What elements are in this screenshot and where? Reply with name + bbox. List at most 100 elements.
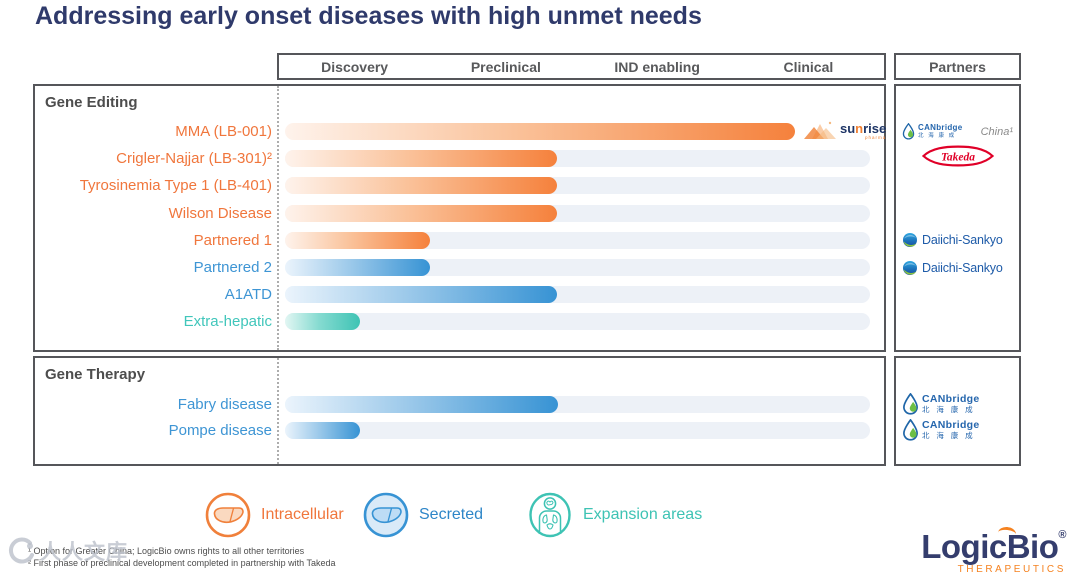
stage-column-label: Preclinical [470, 58, 541, 75]
bar-area [285, 150, 870, 168]
gene-therapy-partner-rows: CANbridge 北 海 康 成 CANbridge 北 海 康 成 [896, 391, 1019, 443]
stage-header: Discovery Preclinical IND enabling Clinical [277, 53, 886, 80]
canbridge-droplet-icon [903, 393, 918, 415]
canbridge-chinese: 北 海 康 成 [922, 404, 976, 414]
progress-bar [285, 177, 557, 195]
liver-icon [363, 492, 409, 538]
canbridge-logo: CANbridge 北 海 康 成 [902, 123, 962, 140]
bar-track [285, 421, 870, 439]
legend-item: Expansion areas [527, 492, 702, 538]
row-label: Wilson Disease [168, 204, 272, 222]
partner-row: CANbridge 北 海 康 成 [896, 417, 1019, 443]
stage-column-label: Clinical [783, 58, 834, 75]
daiichi-sankyo-logo: Daiichi-Sankyo [902, 232, 1003, 248]
legend-label: Secreted [419, 506, 484, 523]
canbridge-chinese: 北 海 康 成 [922, 430, 976, 440]
stage-column-label: Discovery [321, 58, 389, 75]
registered-mark: ® [1058, 529, 1066, 541]
section-title-gene-therapy: Gene Therapy [45, 366, 146, 383]
pipeline-row: Wilson Disease [35, 200, 884, 227]
canbridge-chinese: 北 海 康 成 [918, 132, 956, 139]
bar-area [285, 204, 870, 222]
pipeline-row: Tyrosinemia Type 1 (LB-401) [35, 172, 884, 199]
brand-subtitle: THERAPEUTICS [957, 564, 1066, 575]
sunrise-subtext: pharma [865, 134, 887, 140]
legend-item: Intracellular [205, 492, 344, 538]
legend-item: Secreted [363, 492, 483, 538]
progress-bar [285, 259, 430, 277]
partner-cell: CANbridge 北 海 康 成 China¹ [902, 123, 1013, 140]
partners-panel-gene-editing: CANbridge 北 海 康 成 China¹ Takeda Daiichi-Sank… [894, 84, 1021, 352]
legend: Intracellular Secreted Expansion areas [0, 492, 1080, 542]
canbridge-droplet-icon [903, 419, 918, 441]
brand-name: LogicBio® [921, 526, 1066, 565]
gene-editing-rows: MMA (LB-001) sunrise pharma Crigler-Najjar … [35, 118, 886, 336]
stage-divider-line [277, 358, 279, 464]
pipeline-row: Crigler-Najjar (LB-301)² [35, 145, 884, 172]
section-title-gene-editing: Gene Editing [45, 94, 138, 111]
canbridge-text: CANbridge 北 海 康 成 [922, 420, 980, 440]
partners-header-label: Partners [929, 58, 986, 75]
footnote-2: ² First phase of preclinical development… [28, 558, 336, 568]
daiichi-sankyo-sphere-icon [903, 260, 917, 275]
row-label: MMA (LB-001) [175, 123, 272, 141]
gene-therapy-rows: Fabry disease Pompe disease [35, 391, 884, 443]
progress-bar [285, 286, 557, 304]
human-body-icon [529, 492, 571, 538]
canbridge-droplet-icon [902, 123, 915, 140]
footnotes: ¹ Option for Greater China; LogicBio own… [28, 545, 336, 569]
partners-header: Partners [894, 53, 1021, 80]
sunrise-logo: sunrise pharma [803, 119, 886, 141]
canbridge-text: CANbridge 北 海 康 成 [918, 123, 963, 139]
partner-row [896, 281, 1019, 308]
daiichi-sankyo-name: Daiichi-Sankyo [922, 260, 1003, 275]
footnote-1: ¹ Option for Greater China; LogicBio own… [28, 546, 305, 556]
legend-label: Intracellular [261, 506, 344, 523]
bar-area [285, 286, 870, 304]
row-label: A1ATD [224, 286, 272, 304]
liver-icon [205, 492, 251, 538]
daiichi-sankyo-logo: Daiichi-Sankyo [902, 260, 1003, 276]
bar-area: sunrise pharma [285, 122, 886, 141]
gene-editing-panel: Gene Editing MMA (LB-001) sunrise pharma Cr… [33, 84, 886, 352]
pipeline-row: A1ATD [35, 281, 884, 308]
pipeline-row: Pompe disease [35, 417, 884, 443]
bar-area [285, 259, 870, 277]
daiichi-sankyo-name: Daiichi-Sankyo [922, 233, 1003, 248]
progress-bar [285, 395, 558, 413]
gene-editing-partner-rows: CANbridge 北 海 康 成 China¹ Takeda Daiichi-Sank… [896, 118, 1019, 336]
canbridge-logo: CANbridge 北 海 康 成 [902, 393, 980, 415]
bar-area [285, 421, 870, 439]
bar-track [285, 259, 870, 277]
partner-row [896, 308, 1019, 335]
page-title: Addressing early onset diseases with hig… [35, 2, 702, 30]
pipeline-row: MMA (LB-001) sunrise pharma [35, 118, 886, 145]
daiichi-sankyo-sphere-icon [903, 233, 917, 248]
bar-area [285, 395, 870, 413]
partner-row [896, 200, 1019, 227]
takeda-oval-icon: Takeda [921, 145, 994, 167]
canbridge-name: CANbridge [922, 393, 980, 406]
china-note: China¹ [980, 125, 1013, 138]
partner-row: CANbridge 北 海 康 成 China¹ [896, 118, 1019, 145]
bar-track [285, 313, 870, 331]
pipeline-row: Fabry disease [35, 391, 884, 417]
takeda-logo: Takeda [921, 145, 994, 172]
partner-row [896, 172, 1019, 199]
row-label: Fabry disease [177, 395, 272, 413]
stage-divider-line [277, 86, 279, 350]
progress-bar [285, 150, 557, 168]
progress-bar [285, 421, 360, 439]
canbridge-name: CANbridge [918, 123, 963, 133]
bar-area [285, 231, 870, 249]
sunrise-text: sunrise pharma [840, 122, 886, 141]
progress-bar [285, 313, 360, 331]
brand-name-text: LogicBio [921, 528, 1059, 565]
progress-bar [285, 123, 795, 141]
row-label: Crigler-Najjar (LB-301)² [116, 150, 272, 168]
bar-area [285, 177, 870, 195]
partner-row: Daiichi-Sankyo [896, 254, 1019, 281]
sunrise-name: sunrise [840, 120, 887, 136]
pipeline-row: Partnered 1 [35, 227, 884, 254]
stage-column-label: IND enabling [614, 58, 700, 75]
